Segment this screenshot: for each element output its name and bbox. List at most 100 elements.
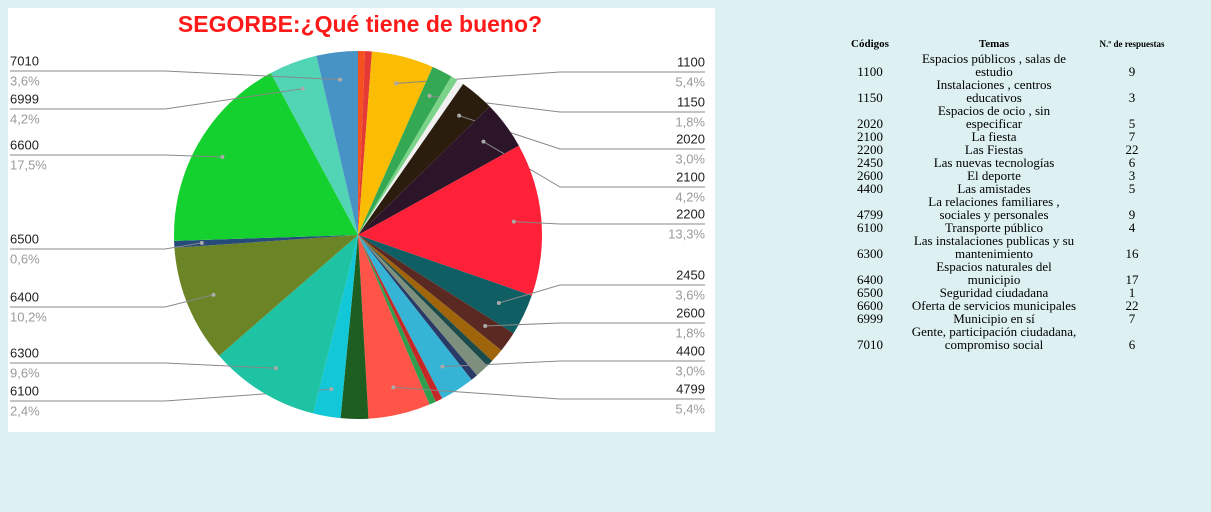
slice-label: 4400 — [676, 343, 705, 358]
leader-dot — [496, 300, 501, 305]
pie-slice — [358, 76, 458, 235]
slice-label: 2020 — [676, 131, 705, 146]
leader-dot — [511, 219, 516, 224]
table-cell: 2200 — [857, 142, 883, 157]
leader-dot — [211, 292, 216, 297]
table-cell: 6400 — [857, 272, 883, 287]
leader-dot — [300, 86, 305, 91]
table-row: 2450 Las nuevas tecnologías 6 — [832, 156, 1184, 169]
slice-label: 6300 — [10, 345, 39, 360]
slice-label: 2100 — [676, 169, 705, 184]
leader-dot — [274, 366, 279, 371]
column-header: Códigos — [851, 37, 889, 50]
table-cell: Espacios naturales del municipio — [936, 259, 1052, 287]
pie-slice — [316, 51, 358, 235]
table-row: 1100 Espacios públicos , salas de estudio… — [832, 52, 1184, 78]
slice-label: 6400 — [10, 289, 39, 304]
column-header: N.º de respuestas — [1099, 38, 1165, 49]
pie-slice — [174, 235, 358, 248]
column-header: Temas — [978, 37, 1010, 50]
slice-label: 6600 — [10, 137, 39, 152]
slice-value-label: 13,3% — [668, 226, 705, 241]
table-cell: 7 — [1128, 129, 1136, 144]
slice-label: 6999 — [10, 91, 39, 106]
table-cell: Oferta de servicios municipales — [911, 298, 1077, 313]
leader-line — [10, 70, 341, 81]
table-row: 6100 Transporte público 4 — [832, 221, 1184, 234]
slice-label: 1150 — [677, 94, 705, 109]
leader-dot — [220, 154, 225, 159]
leader-dot — [481, 139, 486, 144]
slice-value-label: 3,0% — [675, 363, 705, 378]
pie-slice — [358, 235, 477, 380]
pie-slice — [358, 235, 493, 366]
table-cell: Las nuevas tecnologías — [933, 155, 1055, 170]
table-cell: 2450 — [857, 155, 883, 170]
pie-slice — [358, 145, 542, 296]
table-cell: 3 — [1128, 90, 1136, 105]
table-cell: 17 — [1125, 272, 1139, 287]
table-cell: 22 — [1125, 298, 1139, 313]
leader-line — [442, 360, 705, 368]
table-cell: 9 — [1128, 64, 1136, 79]
table-cell: Gente, participación ciudadana, compromi… — [911, 324, 1077, 352]
leader-line — [513, 221, 705, 225]
table-cell: 3 — [1128, 168, 1136, 183]
slice-value-label: 1,8% — [675, 114, 705, 129]
leader-line — [393, 386, 705, 400]
pie-slice — [174, 73, 358, 241]
pie-slice — [270, 55, 358, 235]
table-row: 2100 La fiesta 7 — [832, 130, 1184, 143]
slice-value-label: 3,6% — [675, 287, 705, 302]
table-row: 6300 Las instalaciones publicas y su mant… — [832, 234, 1184, 260]
table-cell: 16 — [1125, 246, 1139, 261]
table-cell: Municipio en sí — [953, 311, 1035, 326]
table-cell: 6500 — [857, 285, 883, 300]
pie-slice — [358, 80, 464, 235]
table-cell: 9 — [1128, 207, 1136, 222]
table-cell: Espacios de ocio , sin especificar — [937, 103, 1051, 131]
table-cell: 6 — [1128, 155, 1136, 170]
leader-line — [10, 294, 214, 308]
leader-line — [485, 322, 705, 327]
leader-dot — [329, 387, 334, 392]
slice-label: 6100 — [10, 383, 39, 398]
table-row: 4799 La relaciones familiares , sociales … — [832, 195, 1184, 221]
pie-slice — [358, 235, 436, 405]
table-cell: 2100 — [857, 129, 883, 144]
table-cell: Espacios públicos , salas de estudio — [921, 51, 1067, 79]
pie-slice — [358, 83, 490, 236]
slice-value-label: 4,2% — [675, 189, 705, 204]
table-cell: Las amistades — [957, 181, 1031, 196]
pie-slice — [358, 235, 514, 351]
pie-slice — [358, 51, 372, 235]
leader-dot — [457, 113, 462, 118]
pie-slice — [174, 235, 358, 356]
pie-slice — [358, 51, 433, 236]
leader-dot — [391, 385, 396, 390]
leader-dot — [427, 93, 432, 98]
table-row: 6600 Oferta de servicios municipales 22 — [832, 299, 1184, 312]
table-cell: Las instalaciones publicas y su mantenim… — [913, 233, 1075, 261]
table-row: 6400 Espacios naturales del municipio 17 — [832, 260, 1184, 286]
table-row: 2600 El deporte 3 — [832, 169, 1184, 182]
slice-value-label: 10,2% — [10, 309, 47, 324]
table-cell: 6999 — [857, 311, 883, 326]
table-cell: La relaciones familiares , sociales y pe… — [928, 194, 1060, 222]
slice-value-label: 5,4% — [675, 401, 705, 416]
leader-line — [498, 284, 705, 304]
table-row: 1150 Instalaciones , centros educativos 3 — [832, 78, 1184, 104]
table-cell: El deporte — [967, 168, 1021, 183]
table-cell: 6600 — [857, 298, 883, 313]
table-cell: Transporte público — [944, 220, 1044, 235]
table-cell: 6100 — [857, 220, 883, 235]
table-header: Códigos Temas N.º de respuestas — [832, 36, 1184, 52]
table-row: 2200 Las Fiestas 22 — [832, 143, 1184, 156]
slice-label: 7010 — [10, 53, 39, 68]
table-cell: Las Fiestas — [964, 142, 1024, 157]
slice-value-label: 1,8% — [675, 325, 705, 340]
pie-slice — [358, 51, 365, 235]
slice-label: 4799 — [676, 381, 705, 396]
table-cell: 2600 — [857, 168, 883, 183]
slice-label: 6500 — [10, 231, 39, 246]
